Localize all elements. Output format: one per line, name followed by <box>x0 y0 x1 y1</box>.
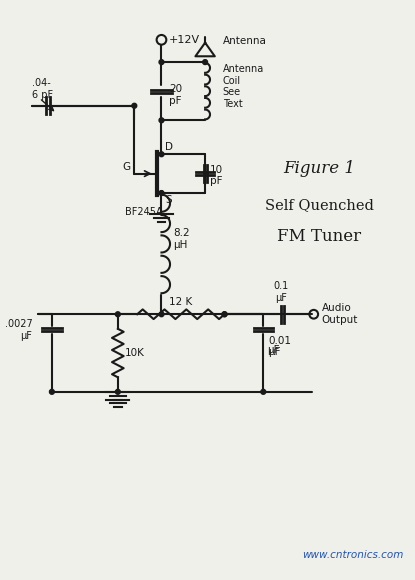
Text: G: G <box>122 162 130 172</box>
Text: BF245A: BF245A <box>124 206 162 216</box>
Text: Antenna: Antenna <box>222 36 266 46</box>
Text: 10
pF: 10 pF <box>210 165 223 186</box>
Text: Audio
Output: Audio Output <box>322 303 358 325</box>
Text: µF: µF <box>267 345 280 356</box>
Text: +12V: +12V <box>169 35 200 45</box>
Circle shape <box>222 312 227 317</box>
Text: 8.2
µH: 8.2 µH <box>173 229 190 250</box>
Text: 12 K: 12 K <box>169 296 193 307</box>
Circle shape <box>115 389 120 394</box>
Text: Antenna
Coil
See
Text: Antenna Coil See Text <box>222 64 264 109</box>
Circle shape <box>222 312 227 317</box>
Text: D: D <box>165 142 173 153</box>
Text: www.cntronics.com: www.cntronics.com <box>303 550 404 560</box>
Text: 0.1
µF: 0.1 µF <box>273 281 288 303</box>
Circle shape <box>49 389 54 394</box>
Text: FM Tuner: FM Tuner <box>278 228 361 245</box>
Circle shape <box>203 60 208 64</box>
Text: 0.01
µF: 0.01 µF <box>268 336 291 357</box>
Text: .0027
µF: .0027 µF <box>5 319 32 340</box>
Text: Figure 1: Figure 1 <box>283 160 356 177</box>
Text: 20
pF: 20 pF <box>169 84 182 106</box>
Text: S: S <box>165 195 172 205</box>
Circle shape <box>115 312 120 317</box>
Circle shape <box>159 118 164 123</box>
Text: 10K: 10K <box>124 348 144 358</box>
Text: .04-
6 pF: .04- 6 pF <box>32 78 53 100</box>
Circle shape <box>159 60 164 64</box>
Circle shape <box>159 152 164 157</box>
Text: Self Quenched: Self Quenched <box>265 198 374 212</box>
Circle shape <box>132 103 137 108</box>
Circle shape <box>159 191 164 195</box>
Circle shape <box>159 312 164 317</box>
Circle shape <box>261 389 266 394</box>
